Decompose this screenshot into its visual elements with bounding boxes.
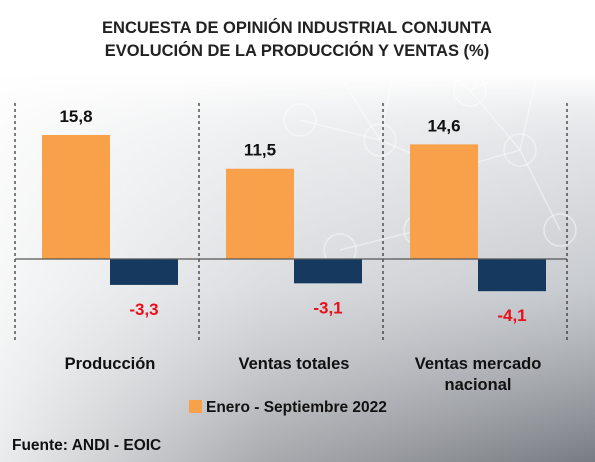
category-label-3-line-2: nacional xyxy=(445,376,512,394)
value-label-series1-3: 14,6 xyxy=(427,116,460,135)
bar-series1-3 xyxy=(410,144,478,259)
bar-series2-2 xyxy=(294,259,362,284)
category-label-1: Producción xyxy=(65,355,156,373)
source-note: Fuente: ANDI - EOIC xyxy=(12,437,161,454)
bar-series1-1 xyxy=(42,134,110,259)
value-label-series2-3: -4,1 xyxy=(497,306,526,325)
chart-title: ENCUESTA DE OPINIÓN INDUSTRIAL CONJUNTA E… xyxy=(102,18,492,60)
bar-series2-1 xyxy=(110,259,178,285)
title-line-1: ENCUESTA DE OPINIÓN INDUSTRIAL CONJUNTA xyxy=(102,18,492,37)
source-text: Fuente: ANDI - EOIC xyxy=(12,437,161,454)
bars xyxy=(42,134,546,292)
legend-swatch xyxy=(189,400,202,413)
category-label-3-line-1: Ventas mercado xyxy=(415,355,542,373)
value-label-series2-1: -3,3 xyxy=(129,300,158,319)
bar-series1-2 xyxy=(226,168,294,259)
value-labels: 15,8 11,5 14,6 -3,3 -3,1 -4,1 xyxy=(59,107,526,325)
legend-label: Enero - Septiembre 2022 xyxy=(206,399,387,416)
title-line-2: EVOLUCIÓN DE LA PRODUCCIÓN Y VENTAS (%) xyxy=(105,41,489,60)
category-label-2: Ventas totales xyxy=(239,355,350,373)
legend: Enero - Septiembre 2022 xyxy=(189,399,387,416)
bar-series2-3 xyxy=(478,259,546,292)
category-labels: Producción Ventas totales Ventas mercado na… xyxy=(65,355,542,394)
value-label-series2-2: -3,1 xyxy=(313,298,342,317)
value-label-series1-2: 11,5 xyxy=(244,141,276,160)
value-label-series1-1: 15,8 xyxy=(59,107,92,126)
